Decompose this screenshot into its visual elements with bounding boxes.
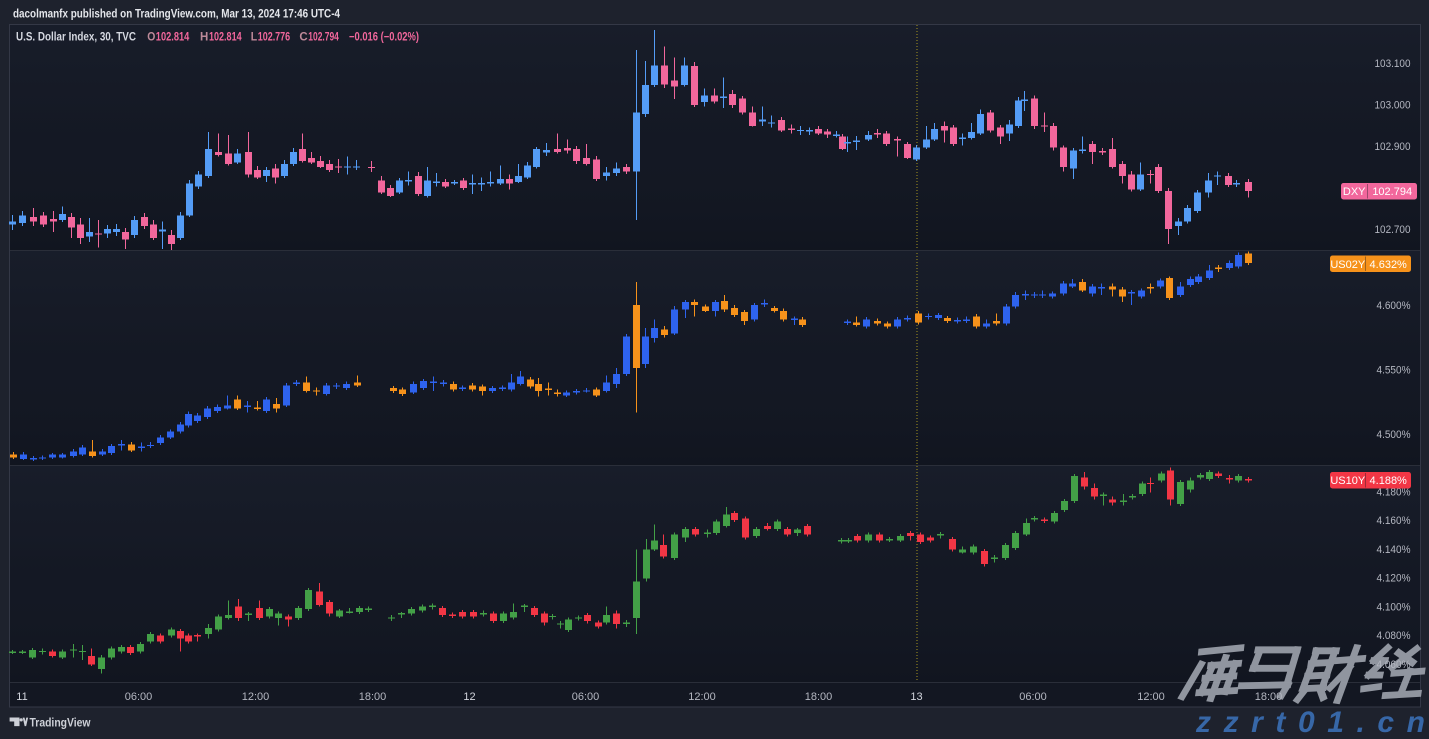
svg-text:12: 12 [463,691,475,703]
svg-text:13: 13 [910,691,922,703]
svg-text:102.794: 102.794 [308,32,339,44]
svg-text:102.794: 102.794 [1372,186,1412,198]
svg-text:102.900: 102.900 [1375,141,1411,153]
svg-text:103.100: 103.100 [1375,58,1411,70]
svg-text:zzrt01.cn: zzrt01.cn [1195,706,1425,739]
svg-text:L: L [251,32,257,44]
svg-text:12:00: 12:00 [688,691,716,703]
svg-text:US02Y: US02Y [1330,259,1366,271]
svg-text:18:00: 18:00 [805,691,833,703]
svg-text:12:00: 12:00 [242,691,270,703]
svg-text:18:00: 18:00 [1255,691,1283,703]
svg-text:06:00: 06:00 [1019,691,1047,703]
svg-text:4.500%: 4.500% [1377,429,1411,441]
svg-text:O: O [147,32,155,44]
svg-text:4.100%: 4.100% [1377,601,1411,613]
svg-text:103.000: 103.000 [1375,100,1411,112]
svg-text:4.060%: 4.060% [1377,659,1411,671]
svg-text:H: H [200,32,208,44]
svg-text:06:00: 06:00 [125,691,153,703]
svg-text:12:00: 12:00 [1137,691,1165,703]
svg-text:U.S. Dollar Index, 30, TVC: U.S. Dollar Index, 30, TVC [16,32,136,44]
svg-text:dacolmanfx published on Tradin: dacolmanfx published on TradingView.com,… [13,7,340,21]
svg-text:102.814: 102.814 [156,32,190,44]
svg-text:4.550%: 4.550% [1377,364,1411,376]
svg-text:4.080%: 4.080% [1377,630,1411,642]
svg-text:DXY: DXY [1343,186,1366,198]
svg-text:11: 11 [16,691,27,703]
svg-text:C: C [299,32,307,44]
svg-text:102.700: 102.700 [1375,224,1411,236]
svg-text:102.776: 102.776 [258,32,291,44]
svg-text:4.188%: 4.188% [1370,475,1408,487]
svg-text:4.180%: 4.180% [1377,486,1411,498]
svg-text:4.120%: 4.120% [1377,573,1411,585]
svg-text:TradingView: TradingView [30,716,92,730]
svg-text:US10Y: US10Y [1330,475,1366,487]
svg-text:4.632%: 4.632% [1370,259,1408,271]
svg-text:−0.016 (−0.02%): −0.016 (−0.02%) [349,32,419,44]
svg-text:06:00: 06:00 [572,691,600,703]
svg-text:4.140%: 4.140% [1377,544,1411,556]
svg-text:102.814: 102.814 [209,32,242,44]
svg-text:4.160%: 4.160% [1377,515,1411,527]
svg-text:4.600%: 4.600% [1377,300,1411,312]
svg-text:18:00: 18:00 [359,691,387,703]
